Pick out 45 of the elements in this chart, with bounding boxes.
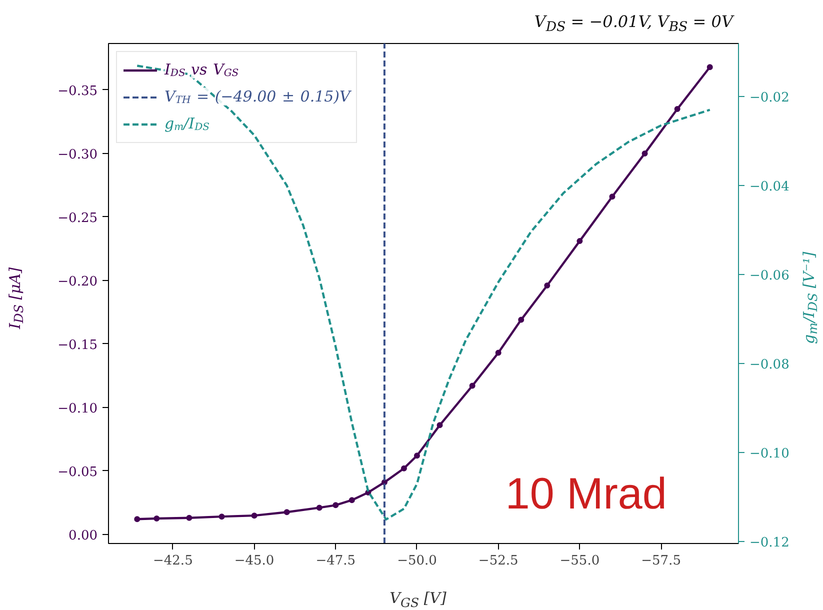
- point: [469, 382, 476, 389]
- point: [284, 509, 290, 516]
- y-tick-label: −0.15: [58, 338, 98, 353]
- x-tick-label: −52.5: [478, 554, 518, 568]
- x-tick-label: −55.0: [560, 554, 600, 568]
- y2-tick-label: −0.12: [750, 536, 790, 551]
- y-tick-label: −0.20: [58, 274, 98, 290]
- x-tick-label: −47.5: [316, 554, 356, 568]
- x-axis-title: V$_{GS}$ [V]: [388, 588, 448, 610]
- x-tick-label: −50.0: [397, 554, 437, 568]
- point: [348, 497, 355, 504]
- annotation: 10 Mrad: [505, 470, 667, 518]
- x-tick-label: −45.0: [234, 554, 274, 568]
- point: [642, 150, 648, 156]
- point: [400, 465, 407, 472]
- x-tick-label: −57.5: [641, 554, 681, 568]
- point: [518, 316, 524, 323]
- x-tick-label: −42.5: [153, 554, 193, 568]
- point: [706, 64, 713, 70]
- point: [186, 514, 192, 521]
- y-tick-label: −0.10: [58, 401, 98, 416]
- y2-tick-label: −0.06: [750, 268, 790, 284]
- y2-tick-label: −0.10: [750, 446, 790, 462]
- point: [544, 282, 550, 288]
- point: [495, 350, 502, 356]
- point: [414, 452, 420, 459]
- point: [218, 514, 225, 520]
- chart-title: V$_{DS}$ = −0.01V, V$_{BS}$ = 0V: [533, 11, 733, 38]
- y2-tick-label: −0.04: [750, 180, 790, 195]
- point: [436, 422, 443, 428]
- y2-tick-label: −0.02: [750, 90, 790, 106]
- y-tick-label: −0.30: [58, 147, 98, 162]
- point: [576, 238, 583, 244]
- y-tick-label: −0.05: [58, 464, 98, 480]
- point: [154, 515, 160, 522]
- y2-tick-label: −0.08: [750, 358, 790, 373]
- y-tick-label: −0.35: [58, 84, 98, 99]
- point: [316, 504, 322, 511]
- point: [674, 106, 680, 112]
- point: [134, 516, 140, 522]
- y-tick-label: −0.25: [58, 210, 98, 226]
- point: [609, 194, 616, 200]
- point: [332, 502, 339, 508]
- y-tick-label: 0.00: [68, 528, 98, 544]
- point: [251, 512, 258, 519]
